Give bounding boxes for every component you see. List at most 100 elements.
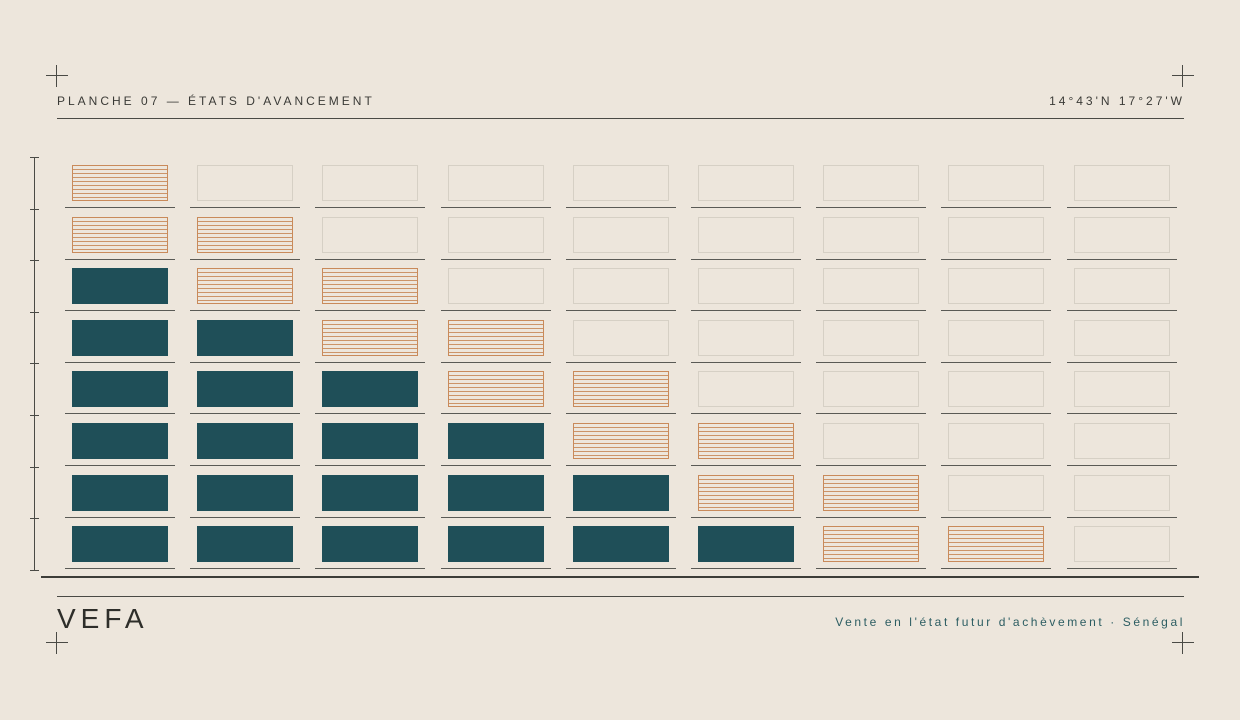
unit-done-f3-c1: [72, 423, 168, 459]
floor-slab-line: [190, 310, 300, 311]
floor-slab-line: [691, 207, 801, 208]
unit-in-progress-f5-c4: [448, 320, 544, 356]
floor-slab-line: [190, 207, 300, 208]
unit-in-progress-f1-c7: [823, 526, 919, 562]
unit-in-progress-f4-c4: [448, 371, 544, 407]
crosshair-top-right-icon: [1172, 65, 1194, 87]
floor-slab-line: [65, 207, 175, 208]
floor-slab-line: [65, 568, 175, 569]
floor-slab-line: [1067, 517, 1177, 518]
floor-slab-line: [65, 259, 175, 260]
unit-done-f1-c2: [197, 526, 293, 562]
coordinates: 14°43'N 17°27'W: [1049, 94, 1185, 108]
unit-in-progress-f6-c3: [322, 268, 418, 304]
scale-tick: [30, 363, 39, 364]
unit-empty-f6-c6: [698, 268, 794, 304]
unit-done-f2-c4: [448, 475, 544, 511]
unit-done-f5-c2: [197, 320, 293, 356]
floor-slab-line: [941, 568, 1051, 569]
floor-slab-line: [190, 362, 300, 363]
unit-empty-f5-c9: [1074, 320, 1170, 356]
floor-slab-line: [566, 259, 676, 260]
unit-empty-f8-c3: [322, 165, 418, 201]
unit-in-progress-f5-c3: [322, 320, 418, 356]
unit-done-f1-c5: [573, 526, 669, 562]
floor-slab-line: [1067, 259, 1177, 260]
unit-in-progress-f6-c2: [197, 268, 293, 304]
floor-slab-line: [65, 310, 175, 311]
unit-done-f1-c3: [322, 526, 418, 562]
floor-slab-line: [566, 362, 676, 363]
floor-slab-line: [941, 413, 1051, 414]
unit-empty-f7-c9: [1074, 217, 1170, 253]
unit-empty-f4-c7: [823, 371, 919, 407]
floor-slab-line: [315, 517, 425, 518]
unit-empty-f5-c8: [948, 320, 1044, 356]
unit-empty-f8-c9: [1074, 165, 1170, 201]
floor-slab-line: [566, 207, 676, 208]
floor-slab-line: [1067, 465, 1177, 466]
page-title: PLANCHE 07 — ÉTATS D'AVANCEMENT: [57, 94, 375, 108]
unit-empty-f5-c7: [823, 320, 919, 356]
footer-divider: [57, 596, 1184, 597]
unit-empty-f5-c6: [698, 320, 794, 356]
floor-slab-line: [441, 517, 551, 518]
unit-empty-f8-c8: [948, 165, 1044, 201]
scale-tick: [30, 467, 39, 468]
unit-empty-f5-c5: [573, 320, 669, 356]
floor-slab-line: [190, 413, 300, 414]
unit-in-progress-f3-c6: [698, 423, 794, 459]
scale-tick: [30, 209, 39, 210]
floor-slab-line: [691, 517, 801, 518]
floor-slab-line: [566, 413, 676, 414]
scale-tick: [30, 570, 39, 571]
floor-slab-line: [441, 465, 551, 466]
floor-slab-line: [816, 207, 926, 208]
unit-empty-f4-c6: [698, 371, 794, 407]
floor-slab-line: [315, 207, 425, 208]
unit-done-f2-c2: [197, 475, 293, 511]
brand-title: VEFA: [57, 603, 149, 634]
floor-slab-line: [441, 568, 551, 569]
unit-done-f4-c2: [197, 371, 293, 407]
floor-slab-line: [941, 517, 1051, 518]
floor-slab-line: [816, 413, 926, 414]
unit-in-progress-f3-c5: [573, 423, 669, 459]
floor-slab-line: [315, 413, 425, 414]
unit-empty-f3-c7: [823, 423, 919, 459]
tagline: Vente en l'état futur d'achèvement · Sén…: [835, 615, 1185, 629]
crosshair-top-left-icon: [46, 65, 68, 87]
unit-empty-f3-c9: [1074, 423, 1170, 459]
unit-in-progress-f1-c8: [948, 526, 1044, 562]
floor-slab-line: [691, 413, 801, 414]
scale-tick: [30, 260, 39, 261]
floor-slab-line: [1067, 362, 1177, 363]
scale-tick: [30, 415, 39, 416]
unit-empty-f7-c7: [823, 217, 919, 253]
floor-slab-line: [1067, 310, 1177, 311]
unit-empty-f6-c8: [948, 268, 1044, 304]
unit-in-progress-f4-c5: [573, 371, 669, 407]
floor-slab-line: [65, 413, 175, 414]
floor-slab-line: [691, 310, 801, 311]
floor-slab-line: [315, 362, 425, 363]
floor-slab-line: [1067, 413, 1177, 414]
unit-empty-f8-c5: [573, 165, 669, 201]
floor-slab-line: [816, 568, 926, 569]
scale-tick: [30, 312, 39, 313]
floor-slab-line: [691, 568, 801, 569]
floor-slab-line: [691, 259, 801, 260]
floor-slab-line: [1067, 568, 1177, 569]
floor-slab-line: [65, 465, 175, 466]
unit-done-f1-c6: [698, 526, 794, 562]
floor-slab-line: [816, 517, 926, 518]
unit-empty-f7-c8: [948, 217, 1044, 253]
crosshair-bottom-right-icon: [1172, 632, 1194, 654]
unit-in-progress-f8-c1: [72, 165, 168, 201]
floor-slab-line: [566, 517, 676, 518]
floor-slab-line: [566, 568, 676, 569]
unit-in-progress-f2-c7: [823, 475, 919, 511]
floor-slab-line: [315, 465, 425, 466]
floor-slab-line: [65, 517, 175, 518]
unit-empty-f7-c4: [448, 217, 544, 253]
